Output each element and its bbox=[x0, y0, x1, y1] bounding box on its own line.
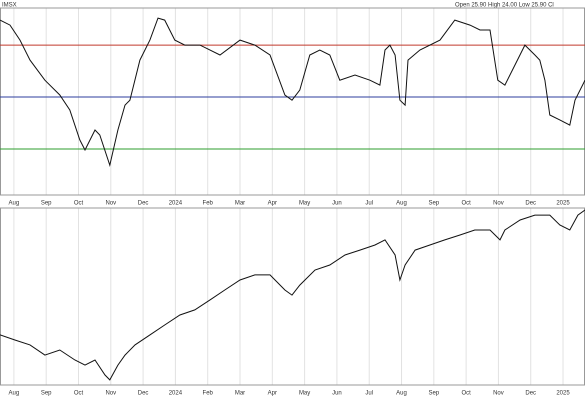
x-tick-label: Jul bbox=[365, 201, 373, 207]
x-tick-label: 2025 bbox=[556, 201, 570, 207]
x-tick-label: Feb bbox=[203, 391, 214, 397]
x-tick-label: Nov bbox=[105, 391, 116, 397]
x-tick-label: Apr bbox=[268, 391, 277, 397]
x-tick-label: 2024 bbox=[169, 201, 183, 207]
x-tick-label: Oct bbox=[74, 391, 84, 397]
x-tick-label: May bbox=[299, 201, 310, 207]
x-tick-label: Sep bbox=[41, 391, 52, 397]
x-tick-label: Nov bbox=[493, 201, 504, 207]
panel-frame bbox=[0, 207, 585, 386]
x-tick-label: Aug bbox=[9, 391, 20, 397]
x-tick-label: Feb bbox=[203, 201, 214, 207]
x-tick-label: Dec bbox=[138, 391, 149, 397]
x-tick-label: Dec bbox=[525, 201, 536, 207]
x-tick-label: 2024 bbox=[169, 391, 183, 397]
x-tick-label: Mar bbox=[235, 201, 245, 207]
x-tick-label: Oct bbox=[461, 201, 471, 207]
x-tick-label: May bbox=[299, 391, 310, 397]
x-tick-label: Aug bbox=[396, 201, 407, 207]
x-tick-label: Nov bbox=[493, 391, 504, 397]
x-tick-label: Mar bbox=[235, 391, 245, 397]
x-tick-label: Jun bbox=[332, 201, 342, 207]
x-tick-label: Sep bbox=[428, 201, 439, 207]
x-tick-label: Nov bbox=[105, 201, 116, 207]
x-tick-label: Jun bbox=[332, 391, 342, 397]
x-tick-label: Aug bbox=[9, 201, 20, 207]
x-tick-label: 2025 bbox=[556, 391, 570, 397]
ohlc-label: Open 25.90 High 24.00 Low 25.90 Cl bbox=[455, 3, 554, 9]
panel-frame bbox=[0, 7, 585, 196]
x-tick-label: Dec bbox=[525, 391, 536, 397]
x-tick-label: Apr bbox=[268, 201, 277, 207]
x-tick-label: Oct bbox=[461, 391, 471, 397]
x-tick-label: Sep bbox=[428, 391, 439, 397]
data-line bbox=[0, 209, 585, 381]
symbol-label: IMSX bbox=[2, 3, 17, 9]
data-line bbox=[0, 17, 585, 167]
x-tick-label: Sep bbox=[41, 201, 52, 207]
x-tick-label: Aug bbox=[396, 391, 407, 397]
x-tick-label: Oct bbox=[74, 201, 84, 207]
x-tick-label: Jul bbox=[365, 391, 373, 397]
x-tick-label: Dec bbox=[138, 201, 149, 207]
